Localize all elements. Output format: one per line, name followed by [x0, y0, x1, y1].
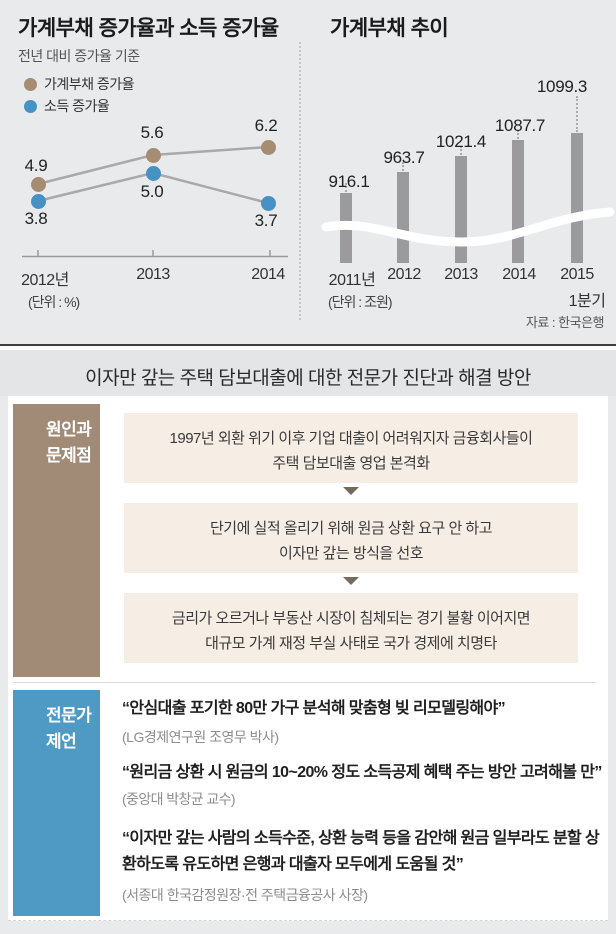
bar-chart-title: 가계부채 추이 [330, 17, 449, 40]
bar-leader [345, 183, 347, 192]
x-tick-label: 2014 [251, 266, 285, 283]
charts-section: 가계부채 증가율과 소득 증가율 전년 대비 증가율 기준 가계부채 증가율 소… [0, 0, 616, 344]
x-tick-label: 2014 [502, 266, 536, 283]
value-label: 3.8 [24, 209, 48, 228]
cause-box-1-line2: 주택 담보대출 영업 본격화 [272, 455, 430, 472]
causes-label-block: 원인과 문제점 [13, 404, 100, 677]
bar-value-label: 1099.3 [536, 77, 588, 96]
x-tick-label: 2012년 [21, 272, 69, 289]
section-divider [13, 682, 596, 683]
legend-household-debt: 가계부채 증가율 [24, 74, 135, 94]
down-arrow-icon [343, 487, 359, 495]
bar-leader [460, 146, 462, 155]
data-point-debt-2012 [31, 177, 46, 192]
cause-box-3-line1: 금리가 오르거나 부동산 시장이 침체되는 경기 불황 이어지면 [171, 610, 531, 627]
value-label: 3.7 [254, 211, 278, 230]
value-label: 4.9 [24, 156, 48, 175]
rule-gap [0, 346, 616, 350]
left-unit-label: (단위 : %) [28, 294, 80, 310]
bar-leader [576, 96, 578, 132]
bar-value-label: 1087.7 [494, 116, 546, 135]
x-tick-label: 2011년 [328, 272, 376, 289]
axis-break-wave [321, 207, 615, 247]
cause-box-3-line2: 대규모 가계 재정 부실 사태로 국가 경제에 치명타 [205, 635, 497, 652]
x-tick-sublabel: 1분기 [568, 293, 606, 310]
bar-2012 [397, 172, 409, 263]
experts-label-line2: 제언 [46, 732, 77, 752]
expert-quote-2-attribution: (중앙대 박창균 교수) [122, 791, 236, 807]
data-point-debt-2014 [261, 140, 276, 155]
data-point-income-2012 [31, 194, 46, 209]
expert-quote-2: “원리금 상환 시 원금의 10~20% 정도 소득공제 혜택 주는 방안 고려… [122, 760, 604, 813]
cause-box-2-line2: 이자만 갚는 방식을 선호 [278, 545, 424, 562]
x-tick-label: 2015 [560, 266, 594, 283]
expert-quote-1-attribution: (LG경제연구원 조영무 박사) [122, 729, 279, 745]
charts-divider [299, 42, 301, 320]
x-tick-label: 2013 [136, 266, 170, 283]
source-label: 자료 : 한국은행 [525, 315, 605, 330]
causes-label-line2: 문제점 [46, 446, 92, 466]
bar-leader [517, 130, 519, 139]
expert-quote-1: “안심대출 포기한 80만 가구 분석해 맞춤형 빚 리모델링해야” [122, 700, 506, 717]
legend-label: 가계부채 증가율 [44, 76, 135, 92]
expert-quote-2-text: “원리금 상환 시 원금의 10~20% 정도 소득공제 혜택 주는 방안 고려… [122, 764, 602, 781]
income-legend-dot-icon [24, 99, 37, 113]
causes-label-line1: 원인과 [46, 420, 92, 439]
cause-box-2: 단기에 실적 올리기 위해 원금 상환 요구 안 하고 이자만 갚는 방식을 선… [124, 503, 578, 573]
line-chart-title: 가계부채 증가율과 소득 증가율 [18, 17, 279, 40]
value-label: 6.2 [254, 116, 278, 135]
headline-title: 이자만 갚는 주택 담보대출에 대한 전문가 진단과 해결 방안 [85, 368, 531, 389]
x-tick-label: 2012 [387, 266, 421, 283]
value-label: 5.6 [140, 123, 164, 142]
bar-value-label: 963.7 [383, 148, 425, 167]
bar-value-label: 916.1 [328, 172, 370, 191]
experts-label-block: 전문가 제언 [13, 690, 100, 916]
value-label: 5.0 [140, 182, 164, 201]
data-point-income-2014 [261, 196, 276, 211]
headline-band: 이자만 갚는 주택 담보대출에 대한 전문가 진단과 해결 방안 [0, 350, 616, 396]
cause-box-1: 1997년 외환 위기 이후 기업 대출이 어려워지자 금융회사들이 주택 담보… [124, 413, 578, 483]
data-point-income-2013 [146, 166, 161, 181]
experts-label-line1: 전문가 [46, 706, 92, 725]
section-rule [0, 344, 616, 346]
right-unit-label: (단위 : 조원) [328, 294, 393, 310]
household-debt-legend-dot-icon [24, 77, 37, 91]
legend-label: 소득 증가율 [44, 98, 110, 114]
x-tick-label: 2013 [444, 266, 478, 283]
bar-value-label: 1021.4 [435, 132, 487, 151]
legend-income: 소득 증가율 [24, 96, 110, 116]
cause-box-3: 금리가 오르거나 부동산 시장이 침체되는 경기 불황 이어지면 대규모 가계 … [124, 593, 578, 663]
bar-2015q1 [571, 133, 583, 263]
expert-quote-3-attribution: (서종대 한국감정원장·전 주택금융공사 사장) [122, 887, 368, 903]
data-point-debt-2013 [146, 148, 161, 163]
down-arrow-icon [343, 577, 359, 585]
cause-box-2-line1: 단기에 실적 올리기 위해 원금 상환 요구 안 하고 [209, 520, 493, 537]
line-chart-subtitle: 전년 대비 증가율 기준 [18, 48, 140, 64]
cause-box-1-line1: 1997년 외환 위기 이후 기업 대출이 어려워지자 금융회사들이 [169, 430, 533, 447]
bar-2013 [455, 156, 467, 263]
expert-quote-3: “이자만 갚는 사람의 소득수준, 상환 능력 등을 감안해 원금 일부라도 분… [122, 830, 600, 873]
bar-leader [402, 162, 404, 171]
